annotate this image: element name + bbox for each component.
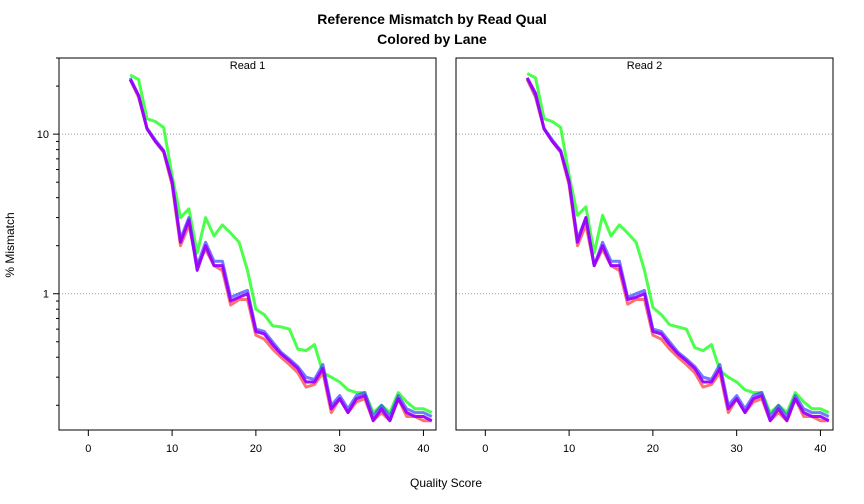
- series-line: [129, 73, 433, 415]
- series-line: [525, 78, 829, 423]
- y-tick-label: 10: [37, 129, 49, 141]
- x-tick-label: 20: [647, 443, 659, 455]
- series-line: [128, 78, 433, 423]
- y-axis-title: % Mismatch: [3, 212, 17, 277]
- panel-frame: [455, 57, 834, 431]
- x-tick-label: 0: [85, 443, 91, 455]
- x-tick-label: 30: [334, 443, 346, 455]
- panel-label: Read 2: [627, 60, 662, 72]
- series-line: [128, 77, 433, 418]
- panel-2: 0 10 20 30 40 Read 2: [455, 57, 834, 455]
- series-line: [526, 72, 830, 415]
- x-tick-label: 10: [563, 443, 575, 455]
- x-tick-label: 10: [166, 443, 178, 455]
- series-line: [525, 77, 830, 418]
- panel-label: Read 1: [230, 60, 265, 72]
- chart-subtitle: Colored by Lane: [377, 31, 487, 47]
- x-tick-label: 40: [814, 443, 826, 455]
- panel-frame: [58, 57, 437, 431]
- x-tick-label: 40: [417, 443, 429, 455]
- y-tick-label: 1: [43, 289, 49, 301]
- x-tick-label: 0: [482, 443, 488, 455]
- x-axis-title: Quality Score: [410, 476, 482, 490]
- series-line: [525, 77, 830, 423]
- x-tick-label: 30: [731, 443, 743, 455]
- series-line: [128, 78, 432, 423]
- chart-title: Reference Mismatch by Read Qual: [317, 11, 547, 27]
- panel-1: 1 10 0 10 20 30 40 Read 1: [37, 57, 437, 455]
- x-tick-label: 20: [250, 443, 262, 455]
